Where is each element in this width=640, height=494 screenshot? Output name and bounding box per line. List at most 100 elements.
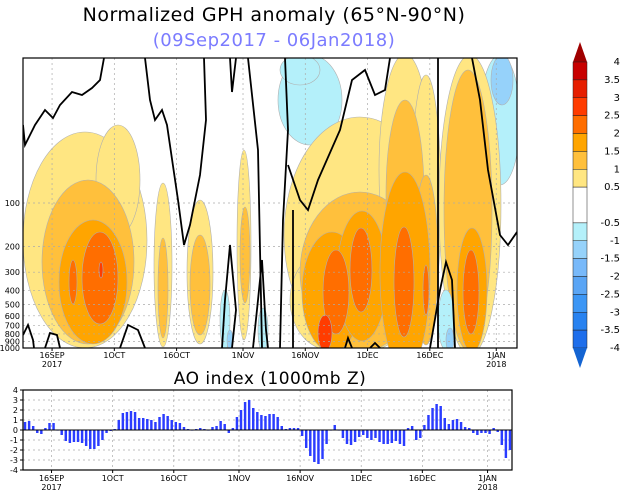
colorbar-band	[572, 97, 588, 116]
ao-bar	[317, 430, 320, 464]
ao-bar	[492, 428, 495, 430]
colorbar-band	[572, 258, 588, 277]
ao-bar	[154, 422, 157, 430]
zero-contour-line	[221, 244, 237, 348]
ao-y-tick-label: -1	[10, 436, 18, 445]
contour-field	[23, 58, 517, 348]
ao-y-tick-label: 3	[13, 396, 18, 405]
ao-bar	[231, 428, 235, 430]
ao-bar	[129, 411, 133, 430]
colorbar-label: -2.5	[600, 289, 620, 300]
ao-bar	[68, 430, 72, 443]
ao-bar	[60, 430, 63, 435]
ao-bar	[423, 425, 426, 430]
x-tick-label: 1JAN	[487, 351, 506, 360]
ao-bar	[150, 420, 153, 430]
ao-bar	[133, 412, 137, 430]
ao-y-tick-label: -2	[10, 446, 18, 455]
x-tick-label: 16SEP	[39, 351, 64, 360]
ao-chart-title: AO index (1000mb Z)	[173, 369, 367, 389]
ao-bar	[199, 428, 202, 430]
chart-title: Normalized GPH anomaly (65°N-90°N)	[82, 4, 466, 26]
ao-bar	[304, 430, 308, 448]
colorbar-label: 4	[614, 57, 620, 68]
ao-bar	[366, 430, 369, 438]
ao-bar	[93, 430, 96, 449]
ao-bar	[52, 423, 55, 430]
x-tick-label: 1OCT	[103, 351, 125, 360]
ao-x-tick-label: 1OCT	[102, 474, 124, 483]
ao-bar	[227, 430, 231, 433]
colorbar-label: -4	[610, 343, 620, 354]
ao-bar	[252, 408, 255, 430]
ao-bar	[410, 426, 414, 430]
y-tick-label: 800	[5, 330, 20, 339]
y-tick-label: 600	[5, 312, 20, 321]
contour-shade	[98, 261, 104, 279]
ao-bar	[72, 430, 76, 442]
ao-y-tick-label: 0	[13, 426, 18, 435]
ao-bar	[264, 416, 267, 430]
ao-bar	[508, 430, 512, 450]
y-tick-label: 1000	[0, 344, 20, 353]
ao-bar	[40, 430, 43, 434]
ao-bar	[504, 430, 508, 458]
plot-frame	[22, 57, 518, 349]
colorbar-label: -3	[610, 307, 620, 318]
colorbar-label: -3.5	[600, 325, 620, 336]
ao-x-tick-sublabel: 2018	[477, 483, 497, 492]
ao-bar	[80, 430, 84, 443]
colorbar-label: 3.5	[604, 75, 620, 86]
zero-contour-line	[119, 323, 146, 348]
ao-bar	[256, 412, 259, 430]
zero-contour-line	[229, 58, 237, 93]
y-tick-label: 500	[5, 300, 20, 309]
ao-bar	[500, 430, 504, 445]
colorbar-band	[572, 186, 588, 224]
ao-bar	[386, 430, 389, 444]
ao-bar	[215, 426, 218, 430]
ao-bar	[394, 430, 398, 441]
colorbar-band	[572, 276, 588, 295]
ao-bar	[84, 430, 88, 446]
ao-bar	[415, 430, 418, 440]
ao-bar	[353, 430, 357, 442]
ao-bar	[235, 417, 239, 430]
chart-subtitle: (09Sep2017 - 06Jan2018)	[152, 30, 396, 51]
colorbar-label: -1	[610, 236, 620, 247]
ao-bar	[158, 417, 161, 430]
ao-bar	[382, 430, 385, 444]
zero-contour-line	[23, 322, 35, 348]
ao-y-tick-label: 2	[13, 406, 18, 415]
colorbar-label: 0.5	[604, 182, 620, 193]
ao-x-tick-sublabel: 2017	[41, 483, 61, 492]
ao-bar	[170, 420, 173, 430]
contour-shade	[317, 314, 333, 348]
ao-x-tick-label: 16OCT	[160, 474, 187, 483]
zero-contour-line	[23, 58, 105, 149]
ao-bar	[247, 400, 251, 430]
ao-bar	[406, 428, 410, 430]
ao-bar	[370, 430, 373, 440]
ao-bar	[333, 425, 336, 430]
ao-bar	[345, 430, 349, 444]
colorbar-label: 2	[614, 129, 620, 140]
ao-bar	[476, 430, 479, 435]
ao-bar	[223, 424, 226, 430]
x-tick-label: 16DEC	[416, 351, 443, 360]
ao-bar	[44, 428, 47, 430]
ao-bar	[459, 422, 463, 430]
ao-bar	[137, 418, 141, 430]
colorbar-top-arrow	[573, 42, 587, 62]
colorbar-label: 3	[614, 93, 620, 104]
ao-x-tick-label: 16DEC	[409, 474, 436, 483]
contour-shade	[157, 237, 169, 339]
contour-shade	[349, 227, 373, 313]
ao-bar	[496, 430, 499, 432]
ao-bar	[182, 427, 186, 430]
colorbar-band	[572, 79, 588, 98]
ao-bar	[162, 414, 165, 430]
x-tick-label: 16OCT	[163, 351, 190, 360]
ao-bar	[419, 430, 422, 438]
